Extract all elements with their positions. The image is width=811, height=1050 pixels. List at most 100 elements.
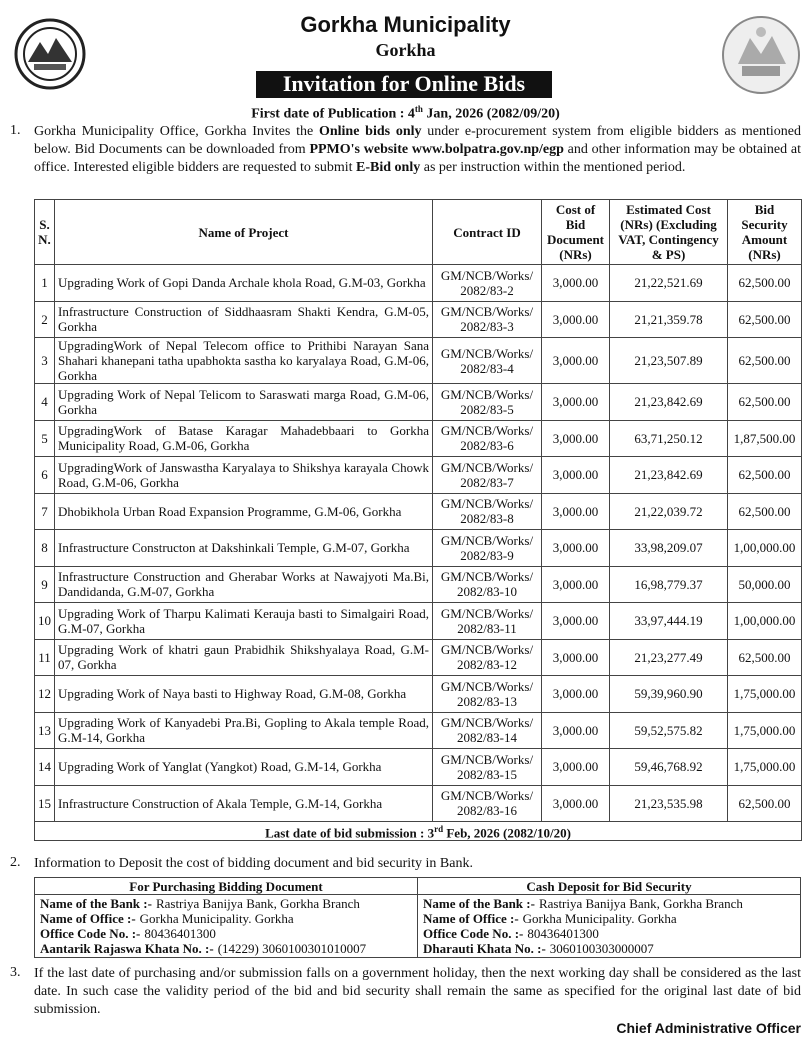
table-cell: 3,000.00 <box>541 456 610 494</box>
column-header: For Purchasing Bidding Document <box>34 877 418 895</box>
detail-label: Office Code No. :- <box>40 926 141 941</box>
table-row: 6 UpgradingWork of Janswastha Karyalaya t… <box>34 456 802 494</box>
superscript: rd <box>434 824 444 834</box>
header-row: S. N. Name of Project Contract ID Cost of B… <box>34 199 802 265</box>
title: Gorkha Municipality <box>300 12 511 37</box>
table-cell: Upgrading Work of Naya basti to Highway … <box>54 675 433 713</box>
table-cell: 33,98,209.07 <box>609 529 728 567</box>
text: Feb, 2026 (2082/10/20) <box>443 825 571 841</box>
table-row: 14 Upgrading Work of Yanglat (Yangkot) Ro… <box>34 748 802 786</box>
table-cell: Dhobikhola Urban Road Expansion Programm… <box>54 492 433 530</box>
bank-details: Name of the Bank :- Rastriya Banijya Bank… <box>417 894 801 958</box>
table-cell: 15 <box>34 784 55 822</box>
table-cell: 6 <box>34 456 55 494</box>
table-cell: 3,000.00 <box>541 419 610 457</box>
table-cell: 3,000.00 <box>541 264 610 302</box>
detail-value: 3060100303000007 <box>549 941 654 956</box>
table-cell: GM/NCB/Works/ 2082/83-13 <box>432 675 542 713</box>
table-cell: 3,000.00 <box>541 300 610 338</box>
detail-value: (14229) 3060100301010007 <box>217 941 367 956</box>
table-cell: Infrastructure Construction of Siddhaasr… <box>54 300 433 338</box>
text: and other information may be obtained at… <box>34 142 801 175</box>
table-cell: 62,500.00 <box>727 638 802 676</box>
table-cell: 63,71,250.12 <box>609 419 728 457</box>
text: as per instruction within the mentioned … <box>420 160 686 175</box>
table-cell: 13 <box>34 711 55 749</box>
publication-date: First date of Publication : 4th Jan, 202… <box>0 104 811 123</box>
table-cell: 3,000.00 <box>541 529 610 567</box>
detail-line: Aantarik Rajaswa Khata No. :- (14229) 306… <box>40 941 412 956</box>
table-cell: GM/NCB/Works/ 2082/83-8 <box>432 492 542 530</box>
table-cell: 21,23,842.69 <box>609 456 728 494</box>
column-header: Name of Project <box>54 199 433 265</box>
table-cell: 3,000.00 <box>541 675 610 713</box>
column-header: Bid Security Amount (NRs) <box>727 199 802 265</box>
table-cell: Upgrading Work of Tharpu Kalimati Kerauj… <box>54 602 433 640</box>
table-cell: 7 <box>34 492 55 530</box>
table-cell: 11 <box>34 638 55 676</box>
table-cell: GM/NCB/Works/ 2082/83-12 <box>432 638 542 676</box>
item-number: 1. <box>10 123 21 138</box>
table-cell: Upgrading Work of khatri gaun Prabidhik … <box>54 638 433 676</box>
table-row: 10 Upgrading Work of Tharpu Kalimati Kera… <box>34 602 802 640</box>
text: Last date of bid submission : 3 <box>265 825 435 841</box>
table-cell: GM/NCB/Works/ 2082/83-6 <box>432 419 542 457</box>
item-number: 3. <box>10 965 21 980</box>
table-cell: 16,98,779.37 <box>609 565 728 603</box>
table-row: 8 Infrastructure Constructon at Dakshinka… <box>34 529 802 567</box>
bank-table: For Purchasing Bidding Document Cash Depo… <box>34 877 801 958</box>
table-row: 3 UpgradingWork of Nepal Telecom office t… <box>34 337 802 384</box>
table-cell: 1,00,000.00 <box>727 602 802 640</box>
table-cell: 21,23,507.89 <box>609 337 728 384</box>
signature: Chief Administrative Officer <box>616 1020 801 1036</box>
table-cell: 21,23,277.49 <box>609 638 728 676</box>
emblem-logo <box>722 16 800 94</box>
table-cell: 62,500.00 <box>727 383 802 421</box>
table-cell: Upgrading Work of Yanglat (Yangkot) Road… <box>54 748 433 786</box>
text: Jan, 2026 (2082/09/20) <box>422 106 560 122</box>
bank-details: Name of the Bank :- Rastriya Banijya Bank… <box>34 894 418 958</box>
table-cell: UpgradingWork of Nepal Telecom office to… <box>54 337 433 384</box>
table-cell: 1,00,000.00 <box>727 529 802 567</box>
table-cell: 9 <box>34 565 55 603</box>
table-row: 7 Dhobikhola Urban Road Expansion Program… <box>34 492 802 530</box>
detail-line: Dharauti Khata No. :- 3060100303000007 <box>423 941 795 956</box>
table-cell: 1,75,000.00 <box>727 748 802 786</box>
subtitle: Gorkha <box>375 40 436 60</box>
table-cell: 62,500.00 <box>727 300 802 338</box>
table-cell: GM/NCB/Works/ 2082/83-4 <box>432 337 542 384</box>
table-cell: 3,000.00 <box>541 492 610 530</box>
table-cell: 3,000.00 <box>541 638 610 676</box>
table-cell: Upgrading Work of Gopi Danda Archale kho… <box>54 264 433 302</box>
table-cell: GM/NCB/Works/ 2082/83-16 <box>432 784 542 822</box>
table-cell: GM/NCB/Works/ 2082/83-5 <box>432 383 542 421</box>
table-cell: 59,46,768.92 <box>609 748 728 786</box>
detail-line: Office Code No. :- 80436401300 <box>40 926 412 941</box>
table-cell: GM/NCB/Works/ 2082/83-10 <box>432 565 542 603</box>
table-cell: 62,500.00 <box>727 337 802 384</box>
table-cell: 1 <box>34 264 55 302</box>
table-cell: 21,22,039.72 <box>609 492 728 530</box>
paragraph: Gorkha Municipality Office, Gorkha Invit… <box>34 123 801 177</box>
bold-text: PPMO's website www.bolpatra.gov.np/egp <box>309 142 564 157</box>
table-cell: 59,39,960.90 <box>609 675 728 713</box>
table-cell: GM/NCB/Works/ 2082/83-7 <box>432 456 542 494</box>
table-cell: 21,23,535.98 <box>609 784 728 822</box>
table-cell: Upgrading Work of Nepal Telicom to Saras… <box>54 383 433 421</box>
detail-label: Name of Office :- <box>423 911 519 926</box>
paragraph: Information to Deposit the cost of biddi… <box>34 856 473 871</box>
table-cell: 5 <box>34 419 55 457</box>
bids-table: S. N. Name of Project Contract ID Cost of B… <box>34 199 802 842</box>
table-row: 9 Infrastructure Construction and Gheraba… <box>34 565 802 603</box>
bold-text: E-Bid only <box>356 160 421 175</box>
table-body: 1 Upgrading Work of Gopi Danda Archale kh… <box>34 264 802 822</box>
table-cell: GM/NCB/Works/ 2082/83-2 <box>432 264 542 302</box>
detail-value: 80436401300 <box>527 926 599 941</box>
table-cell: 59,52,575.82 <box>609 711 728 749</box>
table-cell: 3,000.00 <box>541 784 610 822</box>
footer-row: Last date of bid submission : 3rd Feb, 2… <box>34 820 802 842</box>
table-cell: Infrastructure Construction of Akala Tem… <box>54 784 433 822</box>
table-cell: 21,21,359.78 <box>609 300 728 338</box>
